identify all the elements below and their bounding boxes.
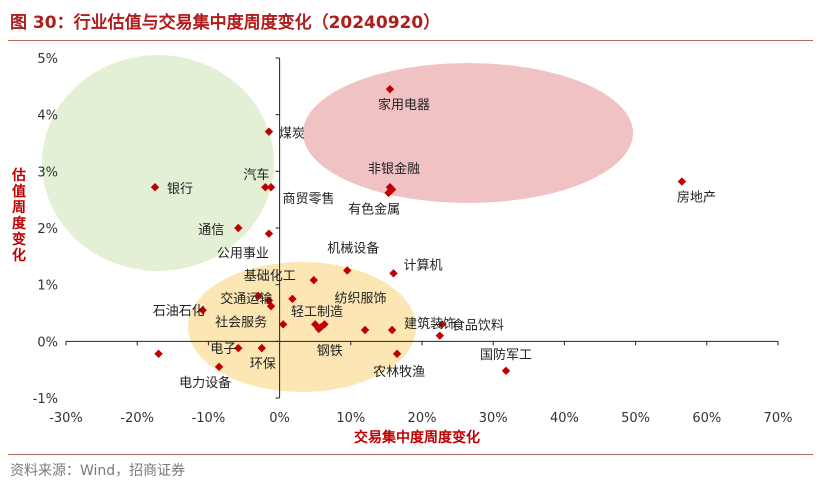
data-point-marker [288, 294, 297, 304]
data-point-label: 电子 [210, 342, 236, 357]
data-point-label: 石油石化 [153, 304, 205, 319]
cluster-ellipses [42, 55, 633, 392]
data-point-marker [266, 302, 276, 311]
data-point-marker [392, 349, 402, 358]
x-tick-labels: -30% -20% -10% 0% 10% 20% 30% 40% 50% 60% 70% [49, 411, 792, 426]
data-point-marker [501, 366, 511, 375]
source-note: 资料来源：Wind，招商证券 [10, 463, 186, 479]
data-point-label: 汽车 [243, 167, 269, 183]
data-point-marker [154, 349, 163, 358]
x-tick-label: 60% [692, 411, 721, 426]
y-axis-label: 估值周度变化 [12, 168, 26, 264]
x-tick-label: 30% [479, 411, 508, 426]
ellipse-green [42, 55, 274, 271]
data-point-marker [314, 324, 323, 334]
data-point-marker [234, 343, 243, 353]
data-point-label: 商贸零售 [283, 191, 335, 207]
x-tick-label: -30% [49, 411, 83, 426]
data-point-label: 银行 [167, 182, 193, 197]
data-point-marker [257, 343, 266, 353]
data-point-marker [198, 305, 207, 315]
x-tick-label: 50% [621, 411, 650, 426]
x-tick-label: 40% [550, 411, 579, 426]
y-tick-labels: -1% 0% 1% 2% 3% 4% 5% [33, 52, 58, 407]
data-point-marker [343, 266, 352, 275]
data-point-label: 交通运输 [220, 291, 272, 307]
data-point-label: 通信 [198, 223, 224, 238]
data-point-label: 农林牧渔 [373, 365, 425, 380]
y-tick-label: 0% [37, 335, 58, 350]
data-point-label: 非银金融 [368, 161, 420, 177]
data-point-marker [264, 229, 274, 238]
data-point-marker [389, 269, 398, 278]
y-tick-label: 4% [37, 109, 58, 124]
data-point-marker [261, 183, 270, 192]
y-tick-label: 5% [37, 52, 58, 67]
chart-axes [65, 57, 779, 399]
figure-title: 图 30：行业估值与交易集中度周度变化（20240920） [10, 13, 441, 33]
x-tick-label: 70% [764, 411, 793, 426]
x-tick-label: -10% [192, 411, 226, 426]
source-divider [8, 454, 813, 455]
data-point-label: 房地产 [677, 190, 716, 206]
data-point-label: 环保 [250, 357, 276, 372]
data-point-marker [254, 291, 263, 301]
data-point-marker [266, 183, 276, 192]
data-point-label: 有色金属 [348, 201, 400, 217]
data-point-label: 食品饮料 [452, 317, 504, 333]
ellipse-yellow [188, 262, 416, 392]
data-point-marker [360, 325, 370, 335]
data-point-label: 家用电器 [378, 97, 430, 113]
data-point-label: 轻工制造 [291, 305, 343, 320]
data-point-label: 纺织服饰 [334, 291, 386, 306]
x-tick-label: 10% [336, 411, 365, 426]
x-axis-label: 交易集中度周度变化 [354, 429, 480, 446]
data-point-marker [264, 127, 274, 136]
data-point-marker [435, 331, 444, 340]
data-point-label: 电力设备 [179, 375, 231, 391]
y-tick-label: -1% [33, 392, 58, 407]
data-point-marker [387, 185, 397, 194]
data-point-marker [437, 320, 447, 329]
data-point-marker [214, 362, 224, 372]
y-tick-label: 1% [37, 279, 58, 294]
data-point-label: 煤炭 [279, 127, 305, 142]
ellipse-red [303, 63, 633, 203]
data-point-marker [278, 320, 288, 329]
data-point-marker [385, 84, 395, 94]
x-tick-label: 0% [269, 411, 290, 426]
data-point-label: 公用事业 [217, 247, 269, 262]
data-point-label: 建筑装饰 [404, 316, 456, 332]
data-point-marker [309, 275, 318, 285]
data-point-marker [677, 177, 687, 186]
data-point-marker [320, 320, 329, 329]
data-point-label: 计算机 [404, 258, 443, 273]
data-point-marker [150, 183, 160, 192]
y-tick-label: 3% [37, 165, 58, 180]
data-points [150, 84, 687, 375]
data-point-label: 基础化工 [244, 269, 296, 284]
x-tick-label: -20% [120, 411, 154, 426]
data-point-label: 国防军工 [480, 347, 532, 363]
data-point-marker [387, 325, 397, 335]
data-point-label: 社会服务 [215, 314, 267, 330]
data-point-label: 钢铁 [317, 344, 343, 359]
y-tick-label: 2% [37, 222, 58, 237]
data-point-label: 机械设备 [327, 241, 379, 257]
x-tick-label: 20% [408, 411, 437, 426]
data-point-marker [234, 223, 243, 233]
title-divider [8, 40, 813, 41]
